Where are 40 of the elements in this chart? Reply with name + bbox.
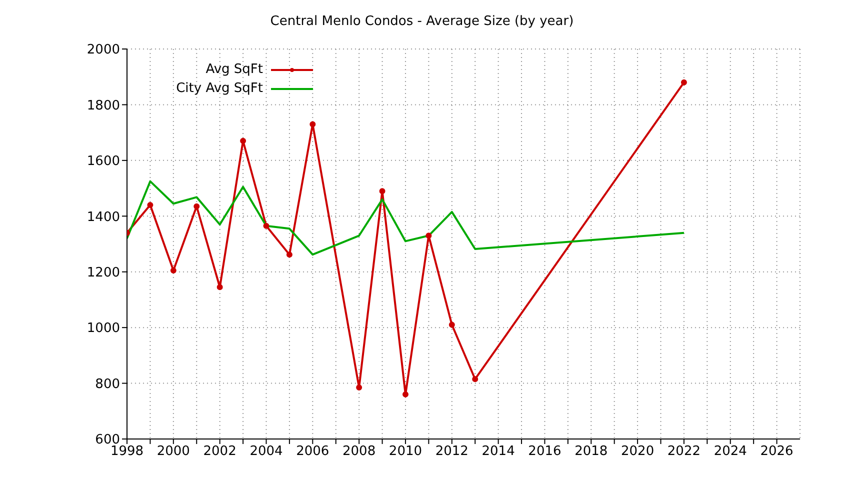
y-tick-label: 1200 [86,265,120,280]
x-tick-label: 2022 [667,444,701,460]
point [448,322,455,328]
point [310,121,316,128]
y-tick-label: 1600 [86,154,120,170]
x-tick-label: 2008 [342,444,376,460]
y-tick-label: 1400 [86,210,120,225]
point [147,202,154,208]
x-tick-label: 2000 [156,444,190,460]
x-tick-label: 2004 [250,444,283,460]
point [286,252,292,258]
x-tick-label: 2010 [388,444,422,460]
point [263,222,270,229]
x-tick-label: 2002 [203,444,236,460]
y-tick-label: 800 [95,376,120,392]
x-tick-label: 2026 [760,444,794,460]
legend-label: Avg SqFt [206,62,263,77]
point [472,376,478,382]
point [356,384,362,390]
chart-title: Central Menlo Condos - Average Size (by year) [269,14,575,29]
y-tick-label: 1800 [86,98,120,114]
legend-label: City Avg SqFt [176,81,263,96]
x-tick-label: 2018 [574,444,608,460]
point [194,203,200,210]
x-tick-label: 1998 [110,444,144,460]
point [680,79,687,86]
x-tick-label: 2016 [528,444,562,460]
x-tick-label: 2020 [621,444,654,460]
line-series [127,180,685,256]
x-tick-label: 2024 [714,444,747,460]
point [216,284,223,290]
point [426,232,432,239]
y-tick-label: 2000 [86,42,120,58]
point [402,391,408,398]
point [240,138,246,144]
y-tick-label: 1000 [86,321,120,336]
x-tick-label: 2012 [435,444,468,460]
point [379,188,386,194]
x-tick-label: 2006 [296,444,330,460]
x-tick-label: 2014 [482,444,515,460]
